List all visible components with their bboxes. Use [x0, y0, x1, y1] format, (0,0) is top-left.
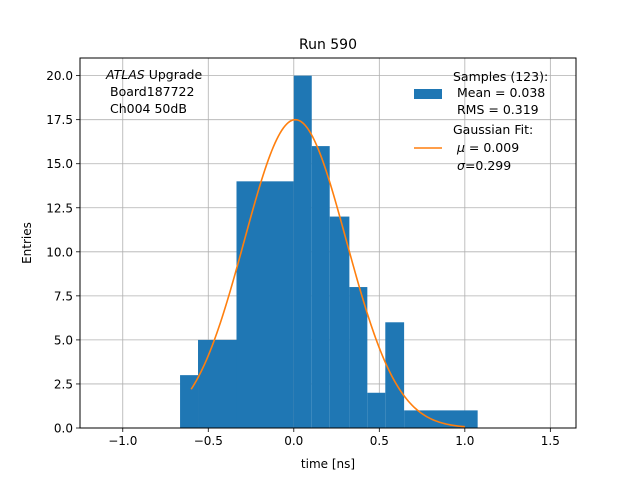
annotation-line-2: Board187722 — [110, 84, 194, 99]
y-tick-label: 17.5 — [46, 113, 73, 127]
x-axis-ticks: −1.0 −0.5 0.0 0.5 1.0 1.5 — [108, 428, 560, 448]
annotation-line-3: Ch004 50dB — [110, 101, 187, 116]
gaussian-fit — [190, 118, 465, 428]
legend-sigma-value: =0.299 — [465, 158, 511, 173]
annotation-line-1: ATLAS Upgrade — [105, 67, 202, 82]
histogram-bar — [404, 410, 478, 428]
histogram-bar — [367, 392, 386, 428]
annotation-atlas: ATLAS — [105, 67, 145, 82]
y-tick-label: 20.0 — [46, 69, 73, 83]
annotation-box: ATLAS Upgrade Board187722 Ch004 50dB — [105, 67, 202, 116]
x-tick-label: 1.0 — [455, 434, 474, 448]
x-tick-label: 0.0 — [284, 434, 303, 448]
x-tick-label: −1.0 — [108, 434, 137, 448]
histogram-bar — [349, 287, 368, 428]
x-tick-label: 1.5 — [541, 434, 560, 448]
histogram-bars — [180, 75, 478, 428]
x-axis-label: time [ns] — [301, 457, 355, 471]
y-tick-label: 15.0 — [46, 157, 73, 171]
gaussian-fit-curve — [190, 118, 465, 428]
histogram-bar — [236, 181, 294, 428]
y-axis-label: Entries — [20, 222, 34, 264]
histogram-bar — [385, 322, 405, 428]
y-tick-label: 0.0 — [54, 422, 73, 436]
legend: Samples (123): Mean = 0.038 RMS = 0.319 … — [414, 69, 548, 173]
y-axis-ticks: 0.0 2.5 5.0 7.5 10.0 12.5 15.0 17.5 20.0 — [46, 69, 80, 436]
x-tick-label: 0.5 — [370, 434, 389, 448]
histogram-bar — [198, 339, 237, 428]
legend-fit-title: Gaussian Fit: — [453, 122, 533, 137]
legend-fit-sigma: σ=0.299 — [457, 158, 511, 173]
legend-samples-swatch — [414, 89, 442, 99]
legend-fit-mu: μ = 0.009 — [456, 140, 519, 155]
histogram-bar — [329, 216, 350, 428]
annotation-upgrade: Upgrade — [145, 67, 203, 82]
y-tick-label: 2.5 — [54, 377, 73, 391]
chart-title: Run 590 — [299, 37, 357, 53]
plot-frame — [79, 57, 577, 429]
legend-mu-symbol: μ — [456, 140, 465, 155]
y-tick-label: 7.5 — [54, 289, 73, 303]
y-tick-label: 5.0 — [54, 333, 73, 347]
y-tick-label: 12.5 — [46, 201, 73, 215]
histogram-bar — [311, 146, 330, 428]
y-tick-label: 10.0 — [46, 245, 73, 259]
histogram-bar — [293, 75, 312, 428]
legend-samples-mean: Mean = 0.038 — [457, 85, 545, 100]
legend-sigma-symbol: σ — [457, 158, 466, 173]
x-tick-label: −0.5 — [194, 434, 223, 448]
legend-samples-rms: RMS = 0.319 — [457, 102, 539, 117]
legend-mu-value: = 0.009 — [465, 140, 519, 155]
legend-samples-title: Samples (123): — [453, 69, 548, 84]
histogram-bar — [180, 375, 199, 428]
